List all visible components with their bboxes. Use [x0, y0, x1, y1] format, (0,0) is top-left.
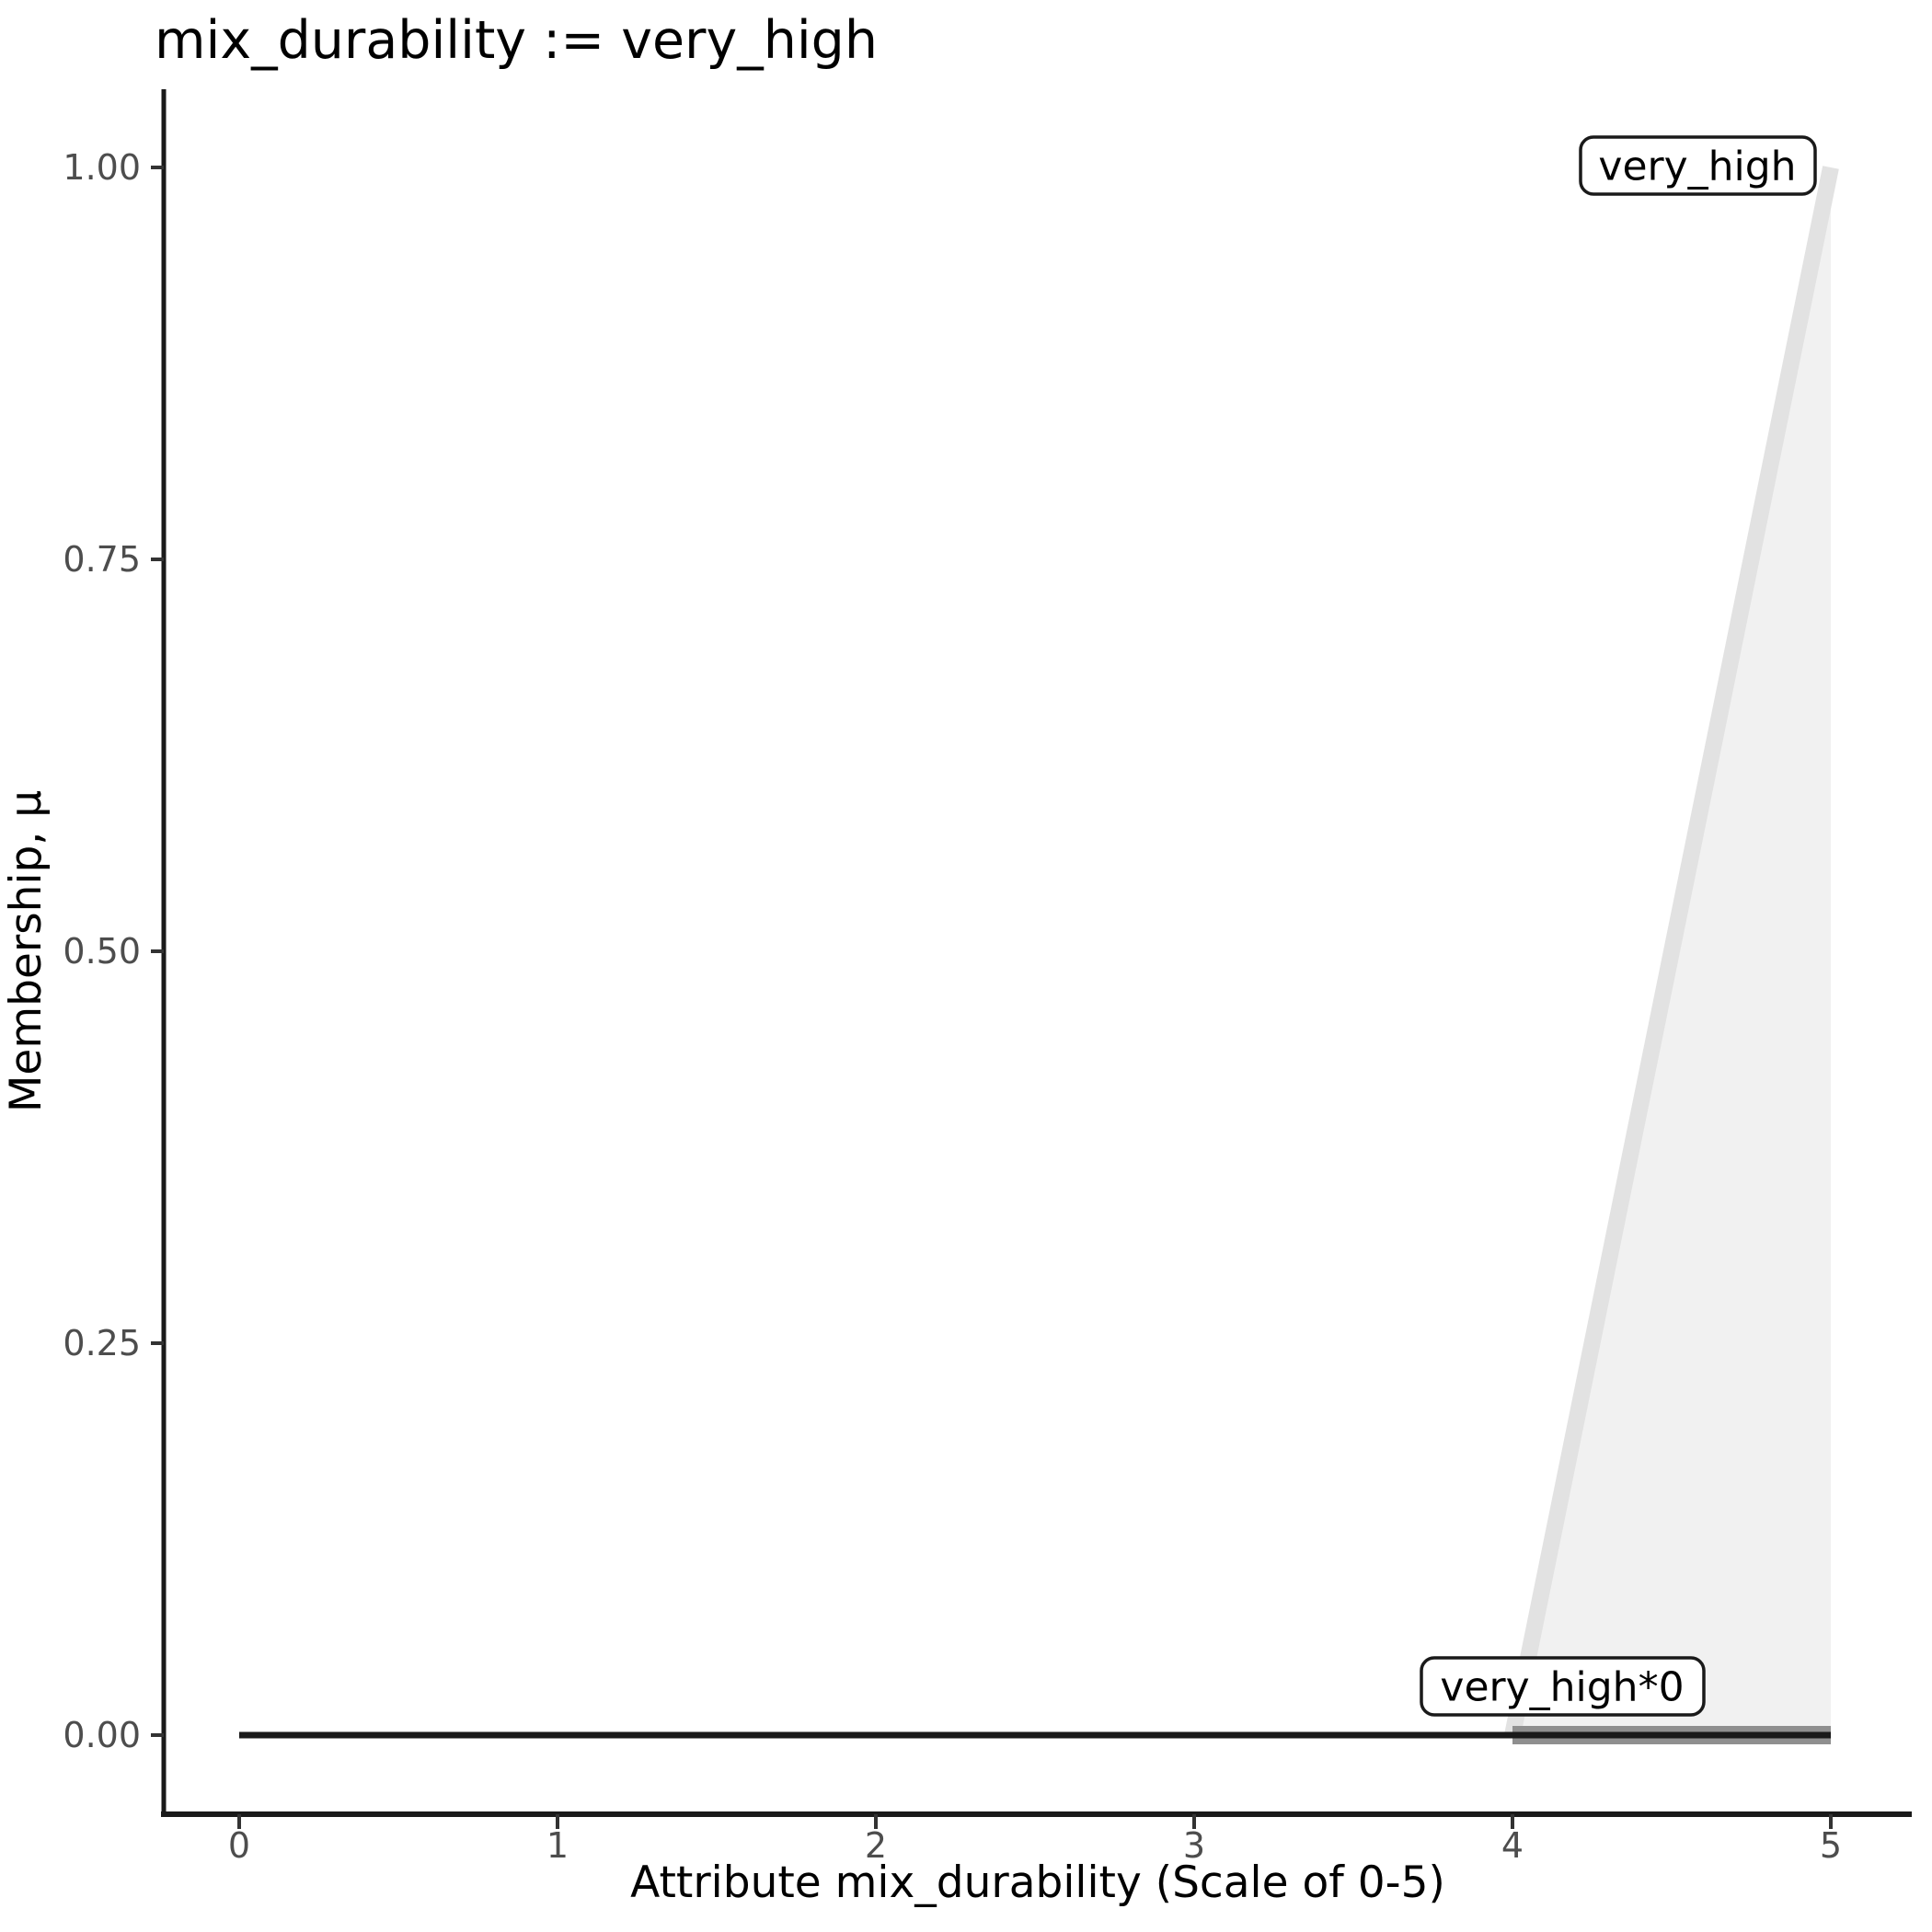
x-tick-label-4: 4 [1501, 1825, 1524, 1866]
x-tick-label-1: 1 [546, 1825, 569, 1866]
label-box-very-high-0: very_high*0 [1420, 1656, 1706, 1717]
y-tick-label-0.50: 0.50 [63, 931, 141, 972]
label-box-very-high: very_high [1579, 135, 1817, 196]
y-tick-label-0.00: 0.00 [63, 1715, 141, 1755]
x-tick-labels: 0 1 2 3 4 5 [228, 1825, 1842, 1866]
x-tick-label-3: 3 [1183, 1825, 1205, 1866]
y-tick-label-1.00: 1.00 [63, 147, 141, 188]
x-tick-label-0: 0 [228, 1825, 250, 1866]
y-tick-label-0.25: 0.25 [63, 1323, 141, 1363]
y-tick-label-0.75: 0.75 [63, 539, 141, 580]
label-very-high-0: very_high*0 [1440, 1664, 1684, 1711]
label-very-high: very_high [1598, 144, 1796, 190]
y-tick-labels: 1.00 0.75 0.50 0.25 0.00 [63, 147, 141, 1755]
x-axis-title: Attribute mix_durability (Scale of 0-5) [630, 1857, 1445, 1908]
membership-line-very-high [1504, 166, 1839, 1737]
y-tick-marks [151, 166, 164, 1737]
chart-title: mix_durability := very_high [155, 10, 878, 71]
x-tick-label-2: 2 [865, 1825, 887, 1866]
label-box-very-high-0-frame [1420, 1656, 1706, 1717]
x-tick-label-5: 5 [1820, 1825, 1842, 1866]
y-axis-title: Membership, μ [1, 790, 52, 1112]
label-box-very-high-frame [1579, 135, 1817, 196]
x-tick-marks [237, 1814, 1833, 1829]
